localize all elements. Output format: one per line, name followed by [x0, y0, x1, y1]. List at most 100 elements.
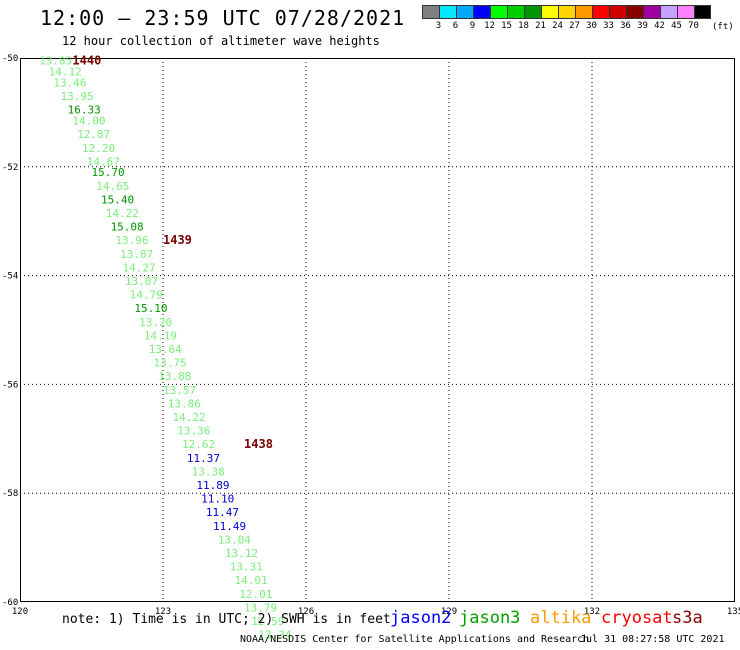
- wave-height-value: 14.22: [106, 207, 139, 220]
- legend-swatch: [592, 5, 609, 19]
- legend-swatch: [575, 5, 592, 19]
- wave-height-value: 13.96: [115, 234, 148, 247]
- wave-height-value: 14.22: [173, 411, 206, 424]
- satellite-s3a: s3a: [672, 608, 703, 628]
- x-tick-label: 132: [584, 607, 600, 617]
- legend-label: 6: [452, 21, 459, 31]
- wave-height-value: 14.19: [144, 329, 177, 342]
- wave-height-value: 15.08: [111, 221, 144, 234]
- legend-label: 36: [620, 21, 631, 31]
- legend-label: 27: [569, 21, 580, 31]
- track-time-label: 1440: [72, 54, 101, 68]
- wave-height-value: 13.57: [163, 384, 196, 397]
- wave-height-value: 12.01: [239, 588, 272, 601]
- wave-height-value: 13.34: [258, 629, 291, 642]
- wave-height-value: 16.33: [68, 104, 101, 117]
- wave-height-value: 14.79: [130, 289, 163, 302]
- wave-height-value: 13.07: [125, 275, 158, 288]
- satellite-jason3: jason3: [459, 608, 521, 628]
- wave-height-value: 14.12: [49, 66, 82, 79]
- legend-labels: 3 6 9 12 15 18 21 24 27 30 33 36 39 42 45 70: [430, 21, 711, 31]
- legend-unit: (ft): [712, 22, 734, 32]
- legend-swatch: [541, 5, 558, 19]
- wave-height-value: 13.64: [149, 343, 182, 356]
- legend-label: 9: [469, 21, 476, 31]
- y-tick-label: -60: [2, 598, 18, 608]
- footer-note: note: 1) Time is in UTC; 2) SWH is in fe…: [62, 612, 391, 627]
- legend-label: 12: [484, 21, 495, 31]
- wave-height-legend: 3 6 9 12 15 18 21 24 27 30 33 36 39 42 45 70 (ft): [422, 5, 734, 32]
- wave-height-value: 13.38: [192, 465, 225, 478]
- legend-swatch: [626, 5, 643, 19]
- y-tick-label: -54: [2, 272, 18, 282]
- legend-label: 18: [518, 21, 529, 31]
- legend-swatch: [422, 5, 439, 19]
- wave-height-value: 14.00: [72, 115, 105, 128]
- legend-swatch: [643, 5, 660, 19]
- legend-label: 15: [501, 21, 512, 31]
- wave-height-value: 13.20: [139, 316, 172, 329]
- map-title: 12:00 — 23:59 UTC 07/28/2021: [40, 6, 406, 30]
- wave-height-value: 15.40: [101, 193, 134, 206]
- legend-label: 33: [603, 21, 614, 31]
- satellite-cryosat: cryosat: [601, 608, 673, 628]
- wave-height-value: 14.65: [96, 180, 129, 193]
- wave-height-value: 11.47: [206, 506, 239, 519]
- x-tick-label: 126: [298, 607, 314, 617]
- wave-height-value: 12.59: [251, 615, 284, 628]
- wave-height-value: 13.85: [39, 55, 72, 68]
- legend-label: 45: [671, 21, 682, 31]
- legend-label: 70: [688, 21, 699, 31]
- track-time-label: 1438: [244, 437, 273, 451]
- wave-height-value: 14.27: [122, 261, 155, 274]
- wave-height-value: 13.79: [244, 601, 277, 614]
- legend-label: 30: [586, 21, 597, 31]
- wave-height-value: 14.67: [87, 155, 120, 168]
- wave-height-value: 12.20: [82, 142, 115, 155]
- y-tick-label: -58: [2, 489, 18, 499]
- wave-height-value: 13.31: [230, 561, 263, 574]
- wave-height-value: 11.37: [187, 452, 220, 465]
- satellite-altika: altika: [530, 608, 592, 628]
- wave-height-value: 11.49: [213, 520, 246, 533]
- legend-swatch: [456, 5, 473, 19]
- wave-height-value: 15.10: [134, 302, 167, 315]
- x-tick-label: 120: [12, 607, 28, 617]
- wave-height-value: 13.86: [168, 397, 201, 410]
- wave-height-value: 13.04: [218, 533, 251, 546]
- wave-height-value: 11.10: [201, 493, 234, 506]
- wave-height-value: 13.46: [53, 76, 86, 89]
- wave-height-value: 13.12: [225, 547, 258, 560]
- map-subtitle: 12 hour collection of altimeter wave hei…: [62, 34, 380, 48]
- wave-height-value: 13.36: [177, 425, 210, 438]
- footer-timestamp: Jul 31 08:27:58 UTC 2021: [580, 634, 725, 645]
- legend-swatch: [490, 5, 507, 19]
- satellite-jason2: jason2: [390, 608, 452, 628]
- wave-height-value: 13.95: [61, 90, 94, 103]
- x-tick-label: 135: [727, 607, 740, 617]
- legend-label: 21: [535, 21, 546, 31]
- wave-height-value: 13.75: [153, 357, 186, 370]
- legend-swatch: [524, 5, 541, 19]
- wave-height-value: 13.88: [158, 370, 191, 383]
- legend-label: 39: [637, 21, 648, 31]
- legend-label: 3: [435, 21, 442, 31]
- legend-swatch: [558, 5, 575, 19]
- wave-height-value: 13.87: [120, 248, 153, 261]
- wave-height-value: 12.62: [182, 438, 215, 451]
- map-plot-area[interactable]: [20, 58, 735, 602]
- legend-swatch: [694, 5, 711, 19]
- x-tick-label: 129: [441, 607, 457, 617]
- x-tick-label: 123: [155, 607, 171, 617]
- track-time-label: 1439: [163, 233, 192, 247]
- y-tick-label: -52: [2, 163, 18, 173]
- wave-height-value: 11.89: [196, 479, 229, 492]
- wave-height-value: 12.87: [77, 128, 110, 141]
- legend-swatch: [473, 5, 490, 19]
- y-tick-label: -50: [2, 54, 18, 64]
- y-tick-label: -56: [2, 380, 18, 390]
- legend-swatch: [609, 5, 626, 19]
- legend-swatch: [677, 5, 694, 19]
- wave-height-value: 15.70: [92, 166, 125, 179]
